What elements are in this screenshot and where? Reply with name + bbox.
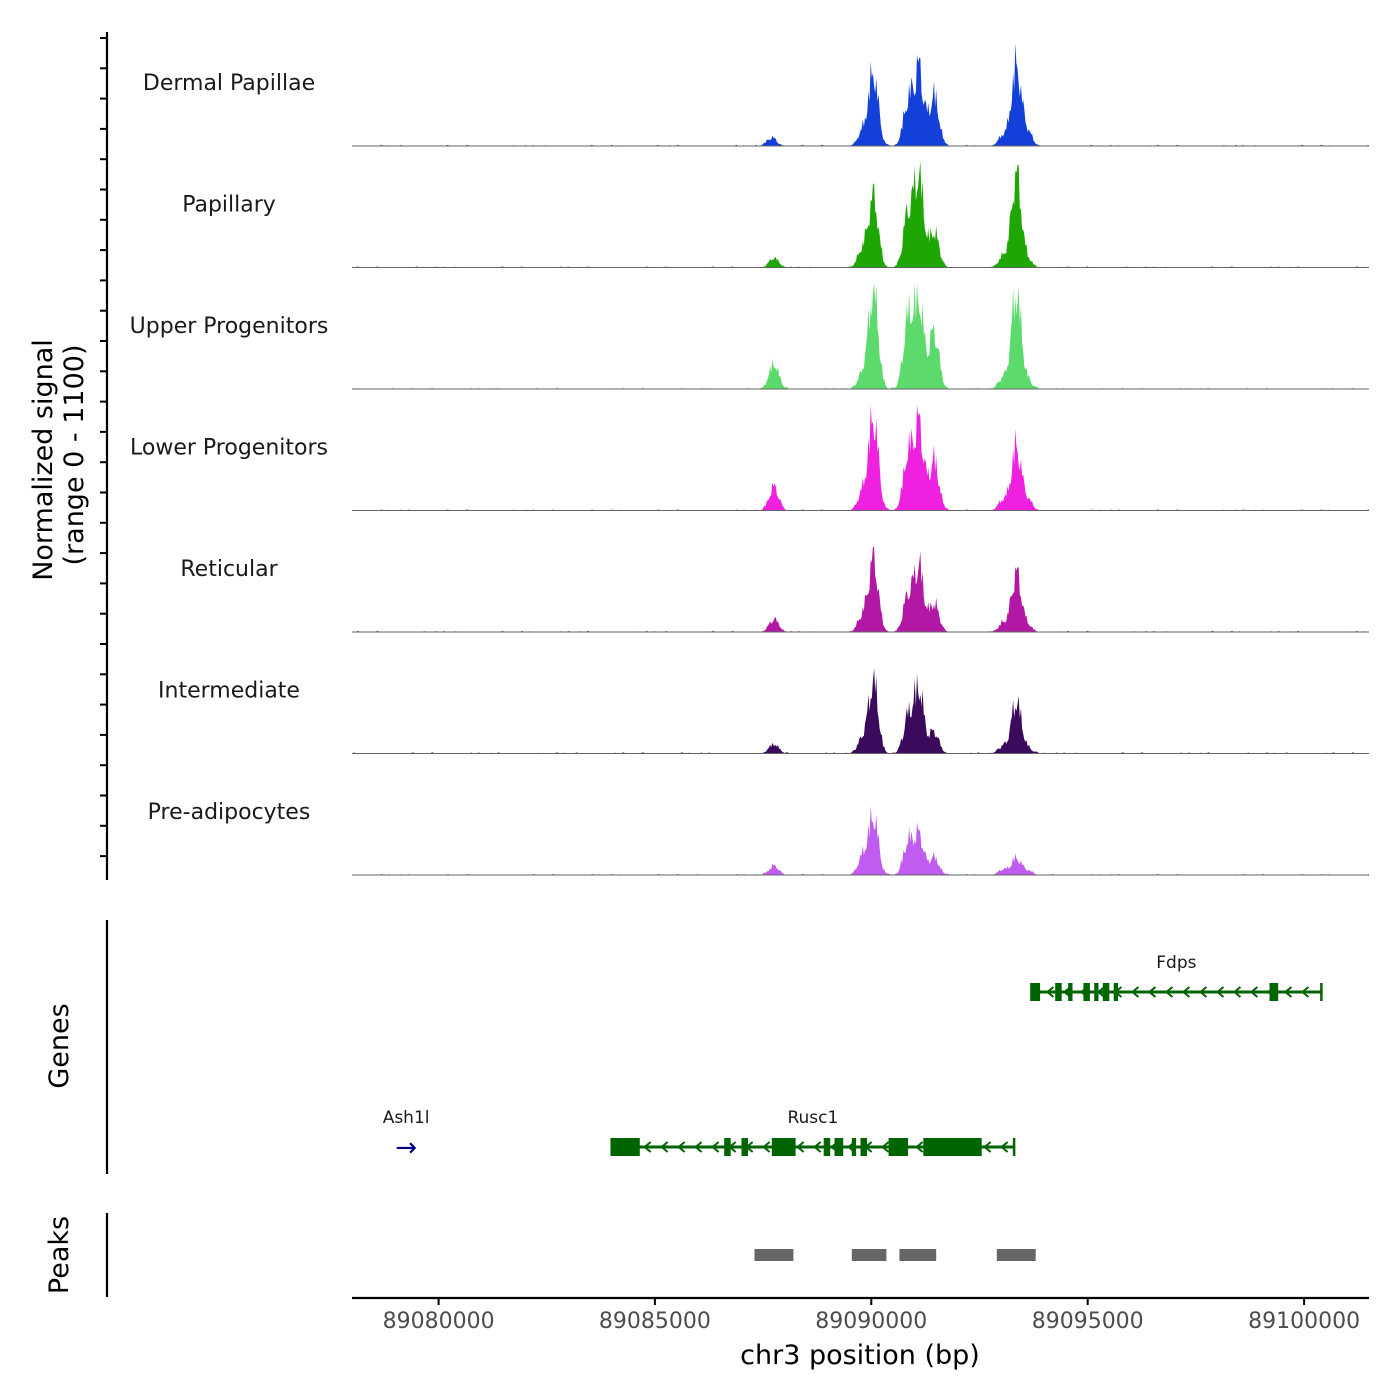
track-upper-progenitors: Upper Progenitors — [130, 283, 1369, 390]
track-label: Papillary — [182, 193, 276, 218]
track-label: Lower Progenitors — [130, 436, 328, 461]
peak-region — [851, 1249, 887, 1261]
gene-exon — [1094, 983, 1099, 1001]
gene-exon — [1031, 983, 1041, 1001]
gene-strand-chevron — [1045, 986, 1055, 998]
gene-strand-chevron — [1232, 986, 1242, 998]
x-axis-title: chr3 position (bp) — [740, 1340, 980, 1371]
track-label: Pre-adipocytes — [148, 800, 311, 825]
gene-strand-chevron — [796, 1141, 805, 1153]
gene-exon — [834, 1138, 844, 1156]
gene-label: Fdps — [1156, 953, 1196, 973]
gene-strand-chevron — [1215, 986, 1225, 998]
signal-area — [352, 161, 1369, 268]
track-label: Reticular — [180, 557, 278, 582]
gene-strand-chevron — [983, 1141, 992, 1153]
signal-area — [352, 43, 1369, 146]
signal-area — [352, 668, 1369, 754]
gene-models: Fdps Rusc1 Ash1l → — [383, 953, 1323, 1163]
peak-regions — [754, 1249, 1036, 1261]
track-intermediate: Intermediate — [158, 668, 1369, 754]
gene-exon — [823, 1138, 831, 1156]
gene-strand-chevron — [1283, 986, 1293, 998]
gene-exon — [1102, 983, 1110, 1001]
gene-exon — [860, 1138, 867, 1156]
gene-strand-chevron — [1300, 986, 1310, 998]
gene-strand-chevron — [762, 1141, 771, 1153]
gene-strand-chevron — [711, 1141, 720, 1153]
gene-exon — [1113, 983, 1118, 1001]
x-tick-label: 89080000 — [383, 1309, 495, 1334]
gene-strand-chevron — [694, 1141, 703, 1153]
gene-strand-chevron — [881, 1141, 890, 1153]
signal-area — [352, 805, 1369, 875]
signal-y-axis-subtitle: (range 0 - 1100) — [59, 345, 90, 566]
gene-strand-chevron — [1198, 986, 1208, 998]
gene-strand-chevron — [813, 1141, 822, 1153]
gene-exon — [888, 1138, 909, 1156]
gene-strand-chevron — [677, 1141, 686, 1153]
signal-area — [352, 404, 1369, 511]
gene-strand-chevron — [1164, 986, 1174, 998]
gene-strand-chevron — [1130, 986, 1140, 998]
gene-exon — [1269, 983, 1279, 1001]
gene-label: Rusc1 — [787, 1108, 838, 1128]
signal-area — [352, 546, 1369, 632]
gene-strand-chevron — [915, 1141, 924, 1153]
gene-exon — [724, 1138, 731, 1156]
track-label: Upper Progenitors — [130, 314, 329, 339]
gene-exon — [1083, 983, 1090, 1001]
gene-strand-arrow: → — [395, 1133, 417, 1163]
gene-exon — [1068, 983, 1073, 1001]
track-pre-adipocytes: Pre-adipocytes — [148, 800, 1369, 876]
gene-strand-chevron — [1000, 1141, 1009, 1153]
signal-y-axis-ticks — [100, 37, 107, 858]
gene-rusc1: Rusc1 — [610, 1108, 1016, 1156]
gene-strand-chevron — [643, 1141, 652, 1153]
gene-exon — [851, 1138, 857, 1156]
gene-strand-chevron — [1249, 986, 1259, 998]
x-tick-label: 89100000 — [1248, 1309, 1360, 1334]
signal-area — [352, 283, 1369, 389]
gene-exon — [611, 1138, 640, 1156]
track-label: Intermediate — [158, 679, 300, 704]
x-tick-label: 89090000 — [815, 1309, 927, 1334]
gene-exon — [923, 1138, 982, 1156]
peak-region — [996, 1249, 1036, 1261]
x-tick-label: 89085000 — [599, 1309, 711, 1334]
track-label: Dermal Papillae — [143, 71, 315, 96]
genes-y-axis-title: Genes — [44, 1003, 75, 1088]
gene-exon — [771, 1138, 796, 1156]
peak-region — [754, 1249, 794, 1261]
gene-strand-chevron — [1147, 986, 1157, 998]
gene-label: Ash1l — [383, 1108, 430, 1128]
gene-strand-chevron — [1181, 986, 1191, 998]
gene-exon — [1055, 983, 1062, 1001]
signal-y-axis-title: Normalized signal — [28, 339, 59, 581]
coverage-tracks: Dermal Papillae Papillary Upper Progenitor… — [130, 43, 1369, 876]
gene-exon — [741, 1138, 748, 1156]
x-axis-ticks: 89080000 89085000 89090000 89095000 89100000 — [383, 1298, 1360, 1334]
track-lower-progenitors: Lower Progenitors — [130, 404, 1369, 511]
gene-strand-chevron — [660, 1141, 669, 1153]
x-tick-label: 89095000 — [1032, 1309, 1144, 1334]
track-reticular: Reticular — [180, 546, 1369, 633]
peaks-y-axis-title: Peaks — [44, 1216, 75, 1294]
peak-region — [899, 1249, 937, 1261]
track-dermal-papillae: Dermal Papillae — [143, 43, 1369, 147]
track-papillary: Papillary — [182, 161, 1369, 268]
gene-ash1l: Ash1l → — [383, 1108, 430, 1163]
gene-fdps: Fdps — [1030, 953, 1323, 1001]
